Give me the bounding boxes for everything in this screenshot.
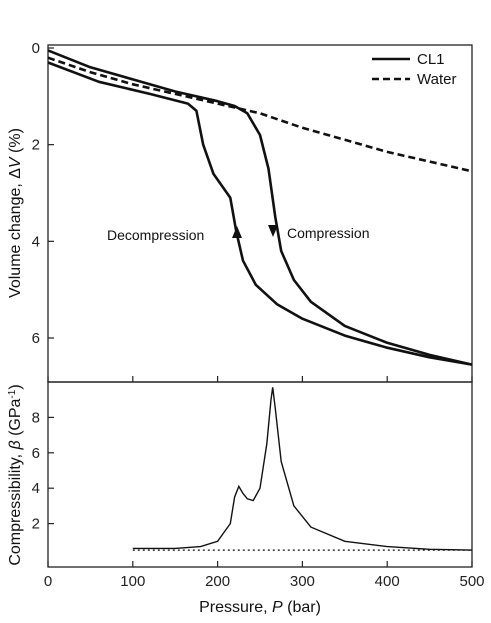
water-series-line (47, 56, 473, 173)
top-axes: 0 2 4 6 (32, 40, 473, 382)
legend-cl1-label: CL1 (417, 51, 445, 68)
bottom-y-tick-label: 6 (32, 445, 40, 462)
bottom-y-tick-label: 4 (32, 480, 40, 497)
top-y-axis-label: Volume change, ΔV (%) (7, 128, 24, 298)
bottom-plot-frame (47, 381, 473, 568)
x-tick-label: 400 (375, 573, 400, 590)
cl1-decompression-line (47, 61, 473, 366)
bottom-y-tick-label: 2 (32, 516, 40, 533)
compressibility-series-line (132, 387, 473, 551)
x-tick-label: 100 (120, 573, 145, 590)
bottom-y-tick-label: 8 (32, 409, 40, 426)
top-series-group (47, 49, 473, 366)
cl1-compression-line (47, 49, 473, 366)
top-plot-frame (47, 44, 473, 383)
bottom-y-axis-label: Compressibility, β (GPa-1) (7, 384, 25, 565)
top-y-tick-label: 4 (32, 233, 40, 250)
top-y-tick-label: 0 (32, 40, 40, 57)
decompression-arrow-icon (232, 226, 242, 238)
decompression-label: Decompression (107, 227, 204, 243)
compression-arrow-icon (268, 225, 278, 237)
bottom-series-group (132, 387, 473, 551)
top-y-tick-label: 2 (32, 137, 40, 154)
x-axis-label: Pressure, P (bar) (199, 599, 321, 616)
x-tick-label: 300 (290, 573, 315, 590)
bottom-axes: 2 4 6 8 0 100 200 300 400 500 (32, 409, 485, 590)
x-tick-label: 200 (205, 573, 230, 590)
x-tick-label: 0 (44, 573, 52, 590)
top-y-tick-label: 6 (32, 330, 40, 347)
compression-label: Compression (287, 225, 369, 241)
legend: CL1 Water (372, 51, 456, 88)
legend-water-label: Water (417, 71, 456, 88)
x-tick-label: 500 (459, 573, 484, 590)
